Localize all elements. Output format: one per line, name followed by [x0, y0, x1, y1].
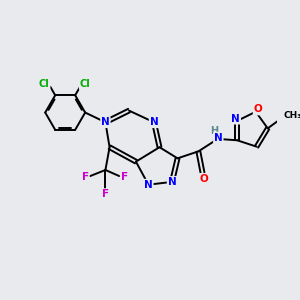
Text: F: F — [121, 172, 128, 182]
Text: N: N — [214, 133, 223, 142]
Text: N: N — [231, 114, 240, 124]
Text: H: H — [210, 126, 218, 136]
Text: N: N — [101, 117, 110, 127]
Text: Cl: Cl — [39, 79, 50, 89]
Text: O: O — [200, 174, 208, 184]
Text: Cl: Cl — [80, 79, 90, 89]
Text: N: N — [144, 180, 153, 190]
Text: F: F — [82, 172, 89, 182]
Text: CH₃: CH₃ — [284, 110, 300, 119]
Text: O: O — [254, 104, 262, 115]
Text: N: N — [150, 117, 158, 127]
Text: N: N — [168, 177, 176, 187]
Text: F: F — [102, 189, 109, 199]
